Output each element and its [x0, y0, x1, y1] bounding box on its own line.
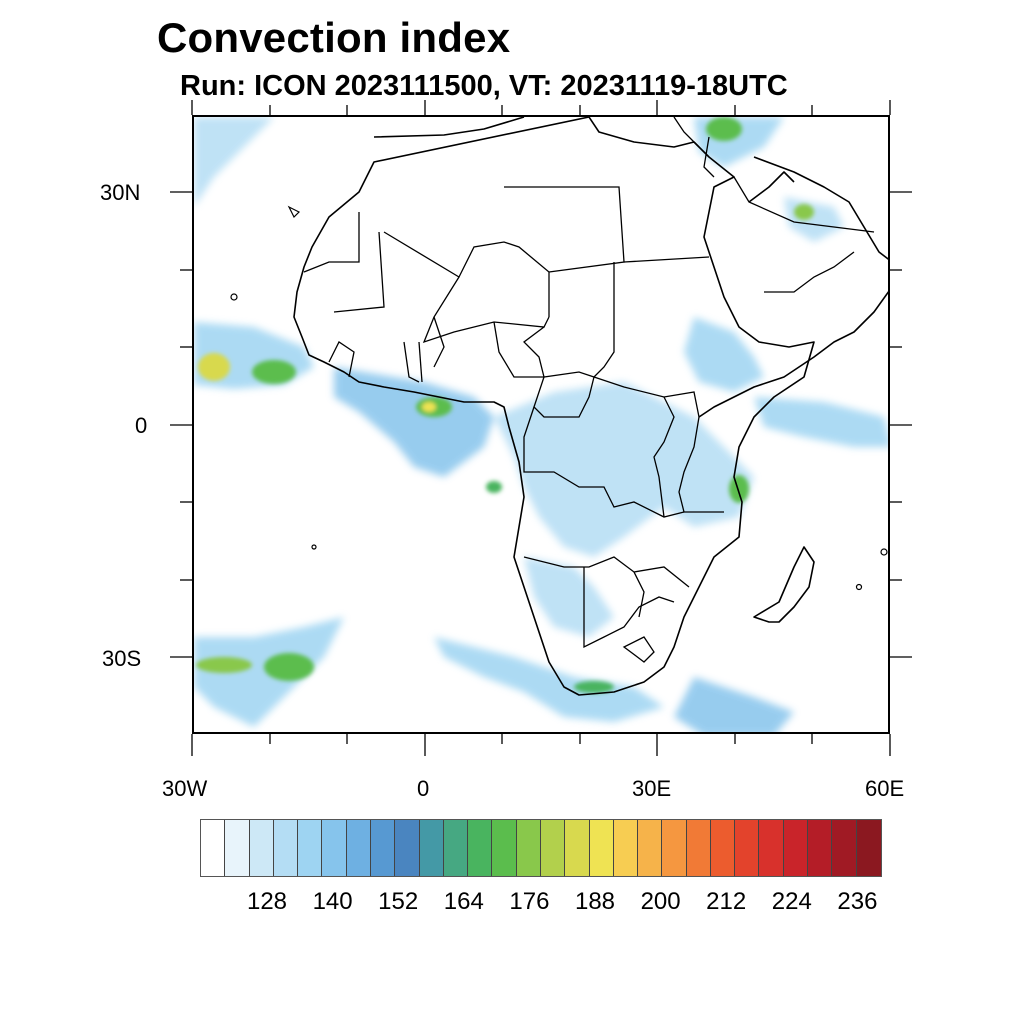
- colorbar-box: [589, 820, 614, 876]
- colorbar-label: 224: [771, 888, 812, 915]
- lon-label-30w: 30W: [162, 776, 208, 801]
- colorbar-box: [735, 820, 760, 876]
- colorbar-label: 212: [706, 888, 747, 915]
- colorbar-box: [759, 820, 784, 876]
- colorbar-box: [419, 820, 444, 876]
- map-canvas: [194, 117, 888, 732]
- colorbar-label: 164: [443, 888, 484, 915]
- colorbar-box: [273, 820, 299, 876]
- colorbar: [200, 819, 882, 877]
- colorbar-box: [468, 820, 493, 876]
- colorbar-box: [225, 820, 250, 876]
- country-borders: [303, 117, 875, 663]
- lat-label-0: 0: [135, 413, 148, 438]
- chart-subtitle: Run: ICON 2023111500, VT: 20231119-18UTC: [180, 70, 788, 102]
- colorbar-label: 236: [837, 888, 878, 915]
- colorbar-label: 176: [509, 888, 550, 915]
- colorbar-box: [832, 820, 857, 876]
- colorbar-label: 152: [378, 888, 419, 915]
- colorbar-box: [370, 820, 396, 876]
- colorbar-box: [201, 820, 226, 876]
- lat-label-30n: 30N: [100, 180, 141, 205]
- map-panel: [192, 115, 890, 734]
- convection-field: [194, 117, 888, 732]
- colorbar-box: [249, 820, 274, 876]
- colorbar-box: [808, 820, 833, 876]
- colorbar-box: [613, 820, 639, 876]
- convection-hotspots: [196, 117, 814, 693]
- colorbar-box: [638, 820, 663, 876]
- colorbar-box: [443, 820, 469, 876]
- colorbar-box: [565, 820, 590, 876]
- lon-label-0: 0: [417, 776, 430, 801]
- colorbar-label: 200: [640, 888, 681, 915]
- colorbar-box: [662, 820, 687, 876]
- coastlines: [293, 117, 888, 696]
- colorbar-label: 140: [312, 888, 353, 915]
- colorbar-box: [395, 820, 420, 876]
- colorbar-box: [322, 820, 347, 876]
- colorbar-box: [856, 820, 881, 876]
- colorbar-box: [346, 820, 371, 876]
- colorbar-box: [298, 820, 323, 876]
- lon-label-30e: 30E: [632, 776, 672, 801]
- colorbar-box: [540, 820, 566, 876]
- colorbar-box: [492, 820, 517, 876]
- colorbar-box: [516, 820, 541, 876]
- lon-label-60e: 60E: [865, 776, 905, 801]
- colorbar-box: [686, 820, 711, 876]
- colorbar-label: 188: [574, 888, 616, 915]
- colorbar-box: [783, 820, 809, 876]
- colorbar-box: [710, 820, 736, 876]
- lat-label-30s: 30S: [102, 646, 142, 671]
- islands: [230, 205, 888, 591]
- colorbar-label: 128: [246, 888, 288, 915]
- chart-title: Convection index: [157, 14, 511, 61]
